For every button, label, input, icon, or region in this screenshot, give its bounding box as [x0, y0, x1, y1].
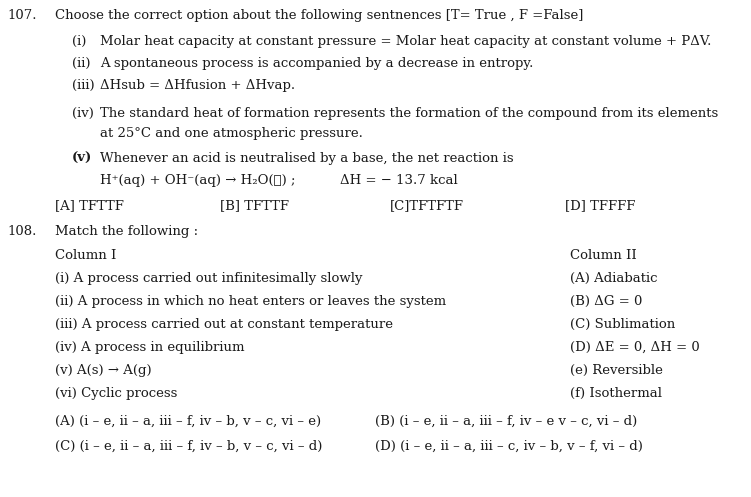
Text: A spontaneous process is accompanied by a decrease in entropy.: A spontaneous process is accompanied by … — [100, 57, 533, 70]
Text: (i) A process carried out infinitesimally slowly: (i) A process carried out infinitesimall… — [55, 272, 363, 285]
Text: Molar heat capacity at constant pressure = Molar heat capacity at constant volum: Molar heat capacity at constant pressure… — [100, 35, 711, 48]
Text: (C) (i – e, ii – a, iii – f, iv – b, v – c, vi – d): (C) (i – e, ii – a, iii – f, iv – b, v –… — [55, 440, 322, 453]
Text: Match the following :: Match the following : — [55, 225, 198, 238]
Text: Column II: Column II — [570, 249, 637, 262]
Text: The standard heat of formation represents the formation of the compound from its: The standard heat of formation represent… — [100, 107, 718, 120]
Text: (B) (i – e, ii – a, iii – f, iv – e v – c, vi – d): (B) (i – e, ii – a, iii – f, iv – e v – … — [375, 415, 638, 428]
Text: [A] TFTTF: [A] TFTTF — [55, 199, 124, 212]
Text: (iv): (iv) — [72, 107, 94, 120]
Text: (B) ΔG = 0: (B) ΔG = 0 — [570, 295, 642, 308]
Text: (e) Reversible: (e) Reversible — [570, 364, 663, 377]
Text: (C) Sublimation: (C) Sublimation — [570, 318, 675, 331]
Text: 107.: 107. — [7, 9, 37, 22]
Text: (A) (i – e, ii – a, iii – f, iv – b, v – c, vi – e): (A) (i – e, ii – a, iii – f, iv – b, v –… — [55, 415, 321, 428]
Text: (D) ΔE = 0, ΔH = 0: (D) ΔE = 0, ΔH = 0 — [570, 341, 700, 354]
Text: (vi) Cyclic process: (vi) Cyclic process — [55, 387, 177, 400]
Text: Whenever an acid is neutralised by a base, the net reaction is: Whenever an acid is neutralised by a bas… — [100, 152, 514, 165]
Text: 108.: 108. — [7, 225, 36, 238]
Text: (i): (i) — [72, 35, 86, 48]
Text: (ii): (ii) — [72, 57, 91, 70]
Text: (A) Adiabatic: (A) Adiabatic — [570, 272, 657, 285]
Text: (iii) A process carried out at constant temperature: (iii) A process carried out at constant … — [55, 318, 393, 331]
Text: [D] TFFFF: [D] TFFFF — [565, 199, 635, 212]
Text: H⁺(aq) + OH⁻(aq) → H₂O(ℓ) ;: H⁺(aq) + OH⁻(aq) → H₂O(ℓ) ; — [100, 174, 295, 187]
Text: [B] TFTTF: [B] TFTTF — [220, 199, 289, 212]
Text: (iv) A process in equilibrium: (iv) A process in equilibrium — [55, 341, 245, 354]
Text: (iii): (iii) — [72, 79, 95, 92]
Text: [C]TFTFTF: [C]TFTFTF — [390, 199, 464, 212]
Text: (f) Isothermal: (f) Isothermal — [570, 387, 662, 400]
Text: ΔHsub = ΔHfusion + ΔHvap.: ΔHsub = ΔHfusion + ΔHvap. — [100, 79, 295, 92]
Text: Column I: Column I — [55, 249, 116, 262]
Text: (v) A(s) → A(g): (v) A(s) → A(g) — [55, 364, 152, 377]
Text: (v): (v) — [72, 152, 92, 165]
Text: at 25°C and one atmospheric pressure.: at 25°C and one atmospheric pressure. — [100, 127, 363, 140]
Text: (ii) A process in which no heat enters or leaves the system: (ii) A process in which no heat enters o… — [55, 295, 446, 308]
Text: (D) (i – e, ii – a, iii – c, iv – b, v – f, vi – d): (D) (i – e, ii – a, iii – c, iv – b, v –… — [375, 440, 643, 453]
Text: Choose the correct option about the following sentnences [T= True , F =False]: Choose the correct option about the foll… — [55, 9, 584, 22]
Text: ΔH = − 13.7 kcal: ΔH = − 13.7 kcal — [340, 174, 458, 187]
